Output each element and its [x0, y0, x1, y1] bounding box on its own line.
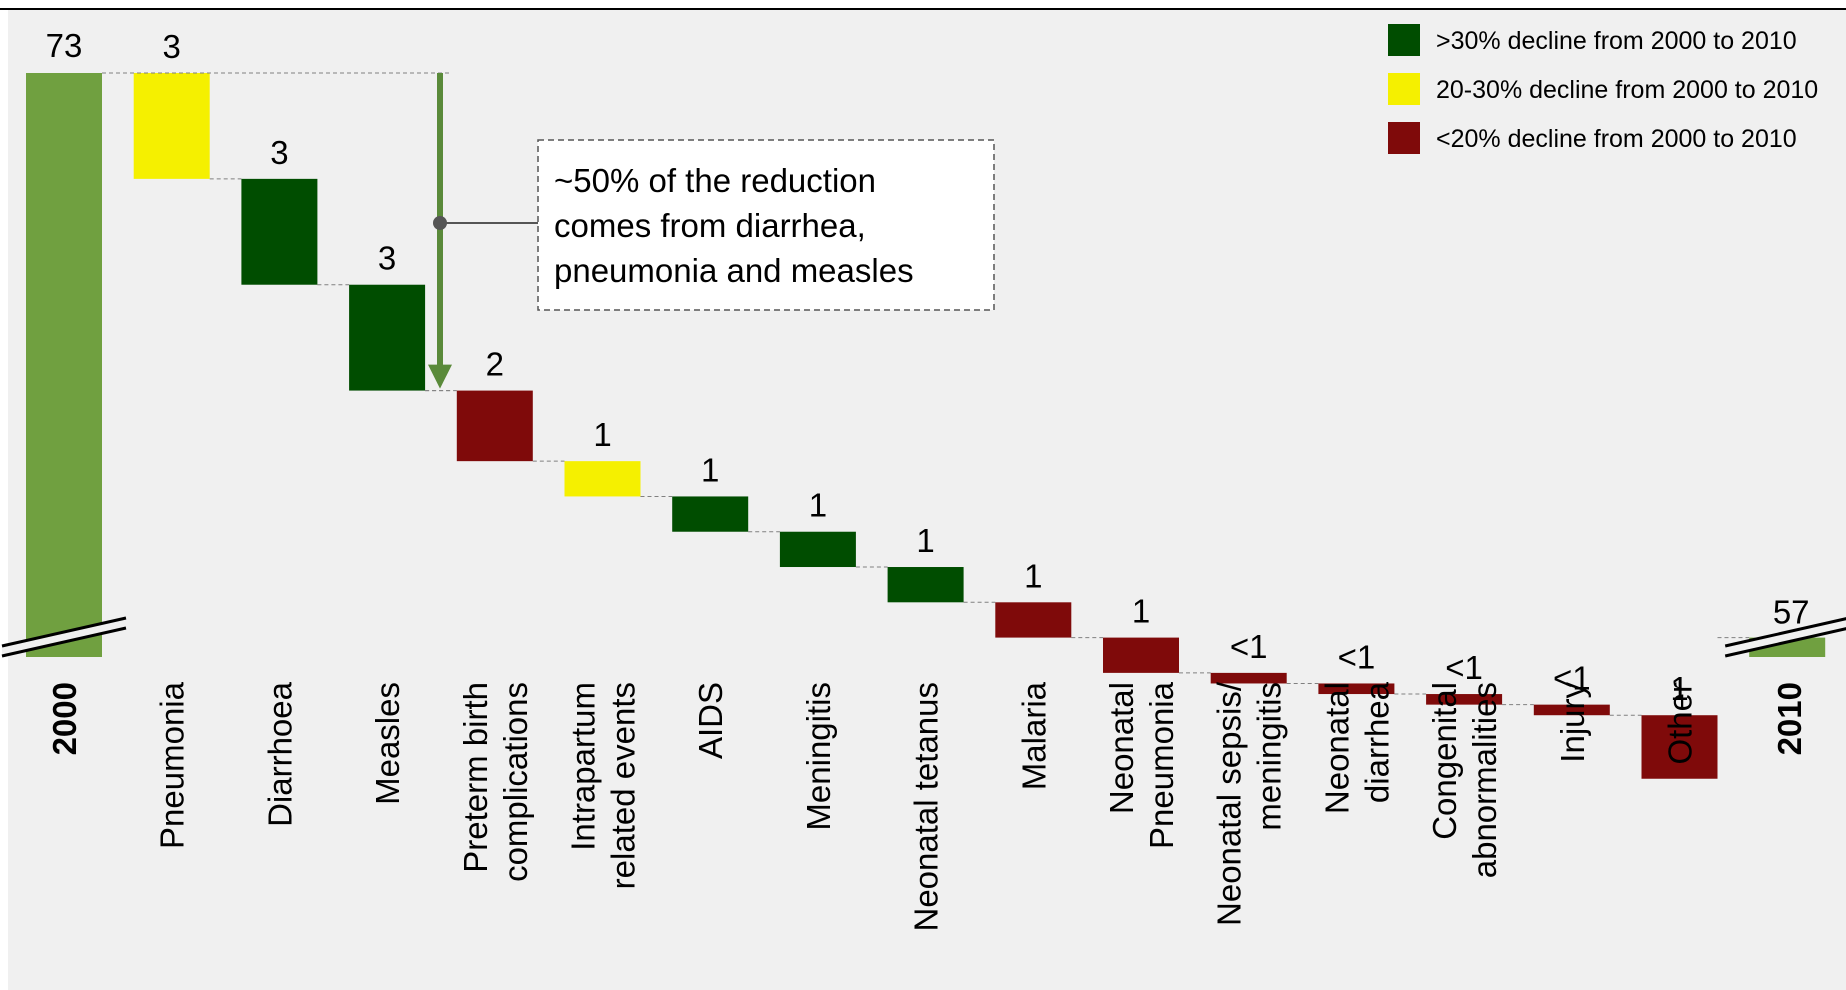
category-label-injury: Injury: [1554, 682, 1591, 763]
bar-intrapartum-related-events: [564, 461, 641, 497]
legend-label-low: <20% decline from 2000 to 2010: [1436, 125, 1797, 153]
value-label-pneumonia: 3: [163, 28, 181, 65]
value-label-congenital-abnormalities: <1: [1445, 649, 1483, 686]
bar-neonatal-tetanus: [887, 567, 964, 603]
category-label-start: 2000: [46, 682, 83, 755]
category-label-neonatal-diarrhea: Neonataldiarrhea: [1318, 681, 1395, 814]
bar-neonatal-diarrhea: [1318, 683, 1395, 695]
legend-swatch-high: [1388, 24, 1420, 56]
legend-label-high: >30% decline from 2000 to 2010: [1436, 27, 1797, 55]
axis-break-end: [1724, 617, 1846, 658]
category-label-pneumonia: Pneumonia: [154, 681, 191, 849]
value-label-intrapartum-related-events: 1: [593, 416, 611, 453]
value-label-measles: 3: [378, 240, 396, 277]
value-label-injury: <1: [1553, 660, 1591, 697]
axis-breaks: [1, 616, 1846, 658]
legend-label-mid: 20-30% decline from 2000 to 2010: [1436, 76, 1818, 104]
legend: >30% decline from 2000 to 2010 20-30% dec…: [1388, 24, 1818, 154]
category-label-other: Other: [1662, 682, 1699, 765]
callout-line-1: ~50% of the reduction: [554, 162, 876, 199]
category-label-meningitis: Meningitis: [800, 682, 837, 831]
category-label-end: 2010: [1771, 682, 1808, 755]
value-label-malaria: 1: [1024, 557, 1042, 594]
value-labels: 73 3 3 3 2 1 1 1 1 1 1 <1 <1 <1 <1 1 57: [46, 27, 1810, 707]
category-label-diarrhoea: Diarrhoea: [261, 681, 298, 827]
category-label-aids: AIDS: [692, 682, 729, 759]
category-label-preterm-birth-complications: Preterm birthcomplications: [457, 682, 534, 882]
bar-meningitis: [779, 531, 856, 568]
legend-swatch-mid: [1388, 73, 1420, 105]
bar-pneumonia: [133, 73, 210, 179]
category-label-congenital-abnormalities: Congenitalabnormalities: [1426, 682, 1503, 878]
value-label-meningitis: 1: [809, 487, 827, 524]
callout-line-3: pneumonia and measles: [554, 252, 914, 289]
callout: ~50% of the reduction comes from diarrhea…: [102, 72, 995, 392]
value-label-neonatal-tetanus: 1: [916, 522, 934, 559]
bar-aids: [672, 496, 749, 532]
bar-preterm-birth-complications: [456, 390, 533, 462]
value-label-aids: 1: [701, 451, 719, 488]
category-label-intrapartum-related-events: Intrapartumrelated events: [565, 682, 642, 889]
value-label-start: 73: [46, 27, 83, 64]
callout-line-2: comes from diarrhea,: [554, 207, 866, 244]
reduction-arrow-head: [428, 364, 452, 389]
bars: [26, 73, 1826, 779]
bar-total-start: [26, 73, 102, 657]
category-labels: 2000 Pneumonia Diarrhoea Measles Preterm bir…: [46, 681, 1808, 931]
bar-diarrhoea: [241, 178, 318, 285]
legend-swatch-low: [1388, 122, 1420, 154]
category-label-malaria: Malaria: [1015, 681, 1052, 790]
bar-other: [1641, 715, 1718, 779]
bar-neonatal-sepsis-meningitis: [1210, 672, 1287, 684]
value-label-other: 1: [1670, 670, 1688, 707]
category-label-neonatal-sepsis-meningitis: Neonatal sepsis/meningitis: [1211, 681, 1288, 926]
callout-box: [537, 139, 995, 311]
bar-malaria: [995, 602, 1072, 638]
bar-measles: [349, 284, 426, 391]
value-label-neonatal-pneumonia: 1: [1132, 593, 1150, 630]
category-label-neonatal-tetanus: Neonatal tetanus: [908, 682, 945, 932]
value-label-neonatal-diarrhea: <1: [1338, 638, 1376, 675]
value-label-neonatal-sepsis-meningitis: <1: [1230, 628, 1268, 665]
axis-break-start: [1, 616, 127, 658]
bar-congenital-abnormalities: [1426, 694, 1503, 705]
value-label-preterm-birth-complications: 2: [486, 346, 504, 383]
bar-injury: [1533, 704, 1610, 716]
value-label-end: 57: [1773, 594, 1810, 631]
value-label-diarrhoea: 3: [270, 134, 288, 171]
category-label-neonatal-pneumonia: NeonatalPneumonia: [1103, 681, 1180, 849]
category-label-measles: Measles: [369, 682, 406, 805]
bar-neonatal-pneumonia: [1103, 637, 1179, 673]
